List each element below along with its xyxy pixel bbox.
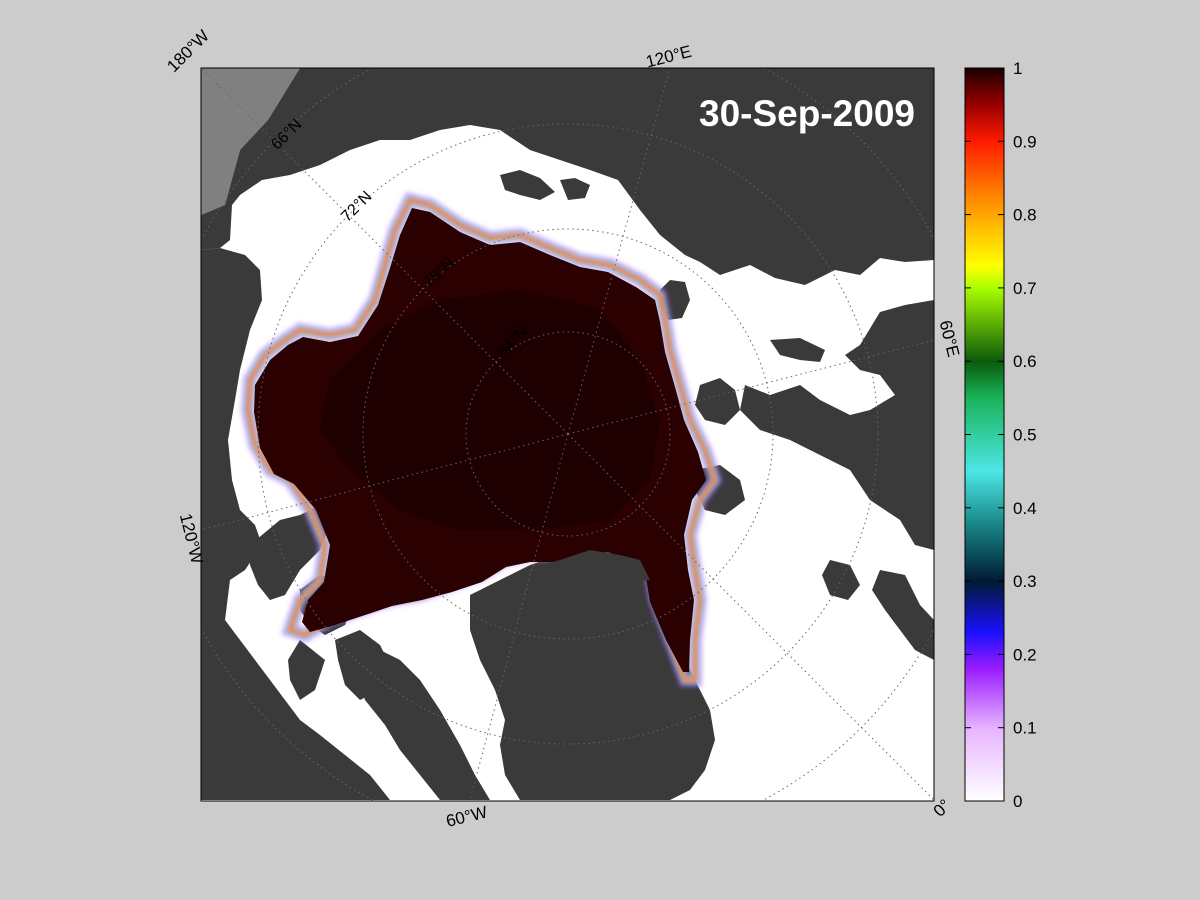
colorbar-ticks: 0 0.1 0.2 0.3 0.4 0.5 0.6 0.7 0.8 0.9 1 [965,59,1037,811]
date-label: 30-Sep-2009 [699,93,915,134]
colorbar-tick-label: 1 [1013,59,1022,78]
colorbar-tick-label: 0 [1013,792,1022,811]
map-area [201,68,934,801]
colorbar-tick-label: 0.8 [1013,206,1037,225]
graticule [201,68,934,801]
colorbar-tick-label: 0.1 [1013,719,1037,738]
colorbar-tick-label: 0.3 [1013,572,1037,591]
outside-grid-region [201,68,300,215]
greenland-north-coast [500,550,650,600]
colorbar-tick-label: 0.4 [1013,499,1037,518]
colorbar-bar [964,67,1005,802]
lon-label-60w: 60°W [444,802,489,831]
ice-edge-fringe [240,191,723,687]
colorbar-tick-label: 0.7 [1013,279,1037,298]
ice-core-dense [320,290,660,530]
colorbar: 0 0.1 0.2 0.3 0.4 0.5 0.6 0.7 0.8 0.9 1 [964,59,1037,811]
lon-label-120e: 120°E [644,42,694,72]
colorbar-tick-label: 0.2 [1013,645,1037,664]
map-frame [200,67,935,802]
lon-label-60e: 60°E [936,318,963,359]
colorbar-tick-label: 0.9 [1013,132,1037,151]
colorbar-tick-label: 0.6 [1013,352,1037,371]
colorbar-tick-label: 0.5 [1013,426,1037,445]
